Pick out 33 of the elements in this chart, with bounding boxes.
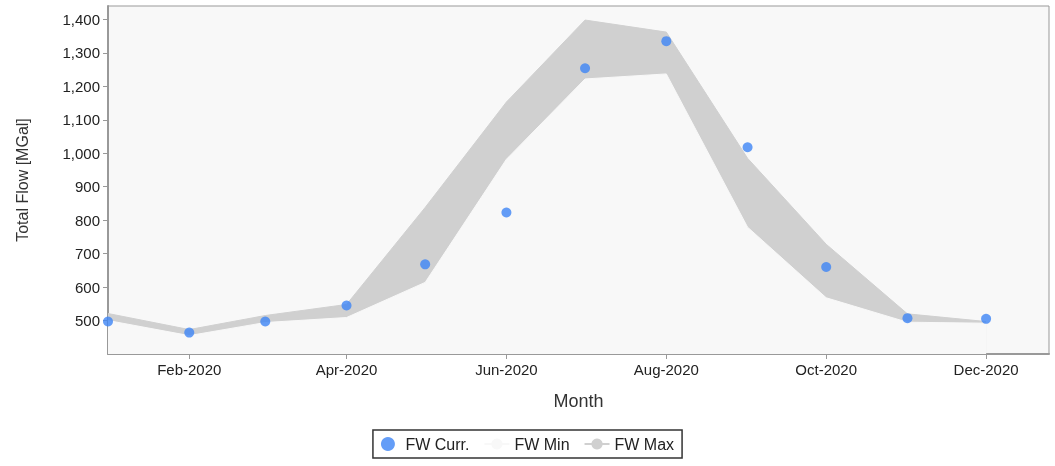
y-tick-label: 1,400 bbox=[62, 10, 100, 28]
y-tick-label: 600 bbox=[74, 278, 100, 296]
x-tick-label: Oct-2020 bbox=[795, 361, 858, 378]
y-tick-label: 900 bbox=[74, 178, 100, 196]
point bbox=[821, 262, 832, 272]
legend-label: FW Curr. bbox=[405, 435, 470, 453]
point bbox=[260, 316, 271, 327]
x-tick-label: Feb-2020 bbox=[157, 361, 222, 378]
point bbox=[902, 313, 913, 324]
y-tick-label: 1,200 bbox=[62, 77, 100, 95]
y-axis-title: Total Flow [MGal] bbox=[13, 118, 31, 242]
x-tick-label: Aug-2020 bbox=[633, 361, 699, 378]
x-axis-title: Month bbox=[553, 391, 604, 411]
point bbox=[661, 36, 672, 47]
y-tick-label: 1,100 bbox=[62, 111, 100, 129]
y-tick-label: 500 bbox=[74, 312, 100, 330]
point bbox=[184, 327, 195, 338]
point bbox=[341, 300, 352, 311]
legend-label: FW Max bbox=[614, 435, 675, 453]
y-tick-label: 800 bbox=[74, 211, 100, 229]
point bbox=[420, 259, 431, 270]
point bbox=[580, 63, 591, 74]
x-tick-label: Apr-2020 bbox=[315, 361, 378, 378]
y-tick-label: 700 bbox=[74, 245, 100, 263]
point bbox=[742, 142, 753, 153]
point bbox=[103, 316, 113, 327]
y-tick-label: 1,000 bbox=[62, 144, 100, 162]
legend-label: FW Min bbox=[514, 435, 570, 453]
point bbox=[981, 313, 992, 324]
point bbox=[501, 207, 512, 218]
x-tick-label: Dec-2020 bbox=[953, 361, 1019, 378]
x-tick-label: Jun-2020 bbox=[475, 361, 538, 378]
y-tick-label: 1,300 bbox=[62, 44, 100, 62]
